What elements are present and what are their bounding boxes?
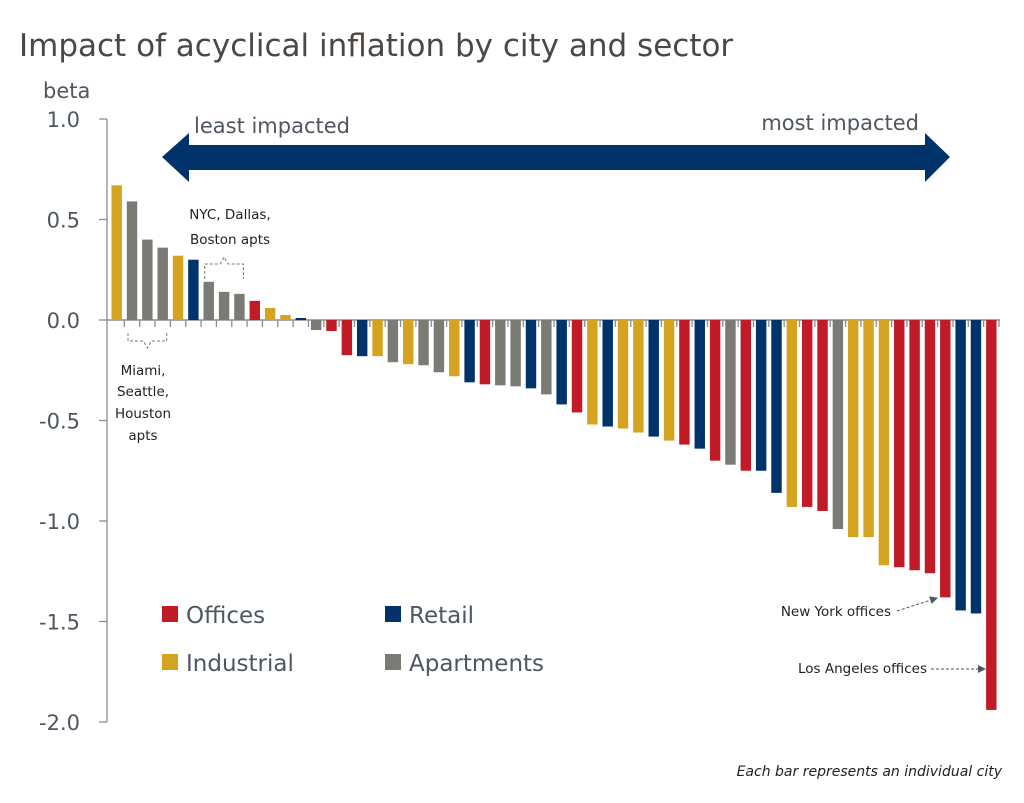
bar-industrial — [878, 320, 890, 566]
bar-retail — [188, 259, 199, 320]
bar-apartments — [495, 320, 506, 386]
bar-offices — [479, 320, 491, 385]
bar-apartments — [203, 281, 214, 320]
legend-label-offices: Offices — [186, 603, 265, 629]
bar-offices — [249, 300, 260, 320]
annotation-new-york-offices-label: New York offices — [781, 604, 891, 620]
bar-retail — [648, 320, 659, 437]
bar-retail — [771, 320, 782, 493]
bar-offices — [924, 320, 936, 574]
bar-industrial — [172, 255, 184, 320]
bar-offices — [801, 320, 813, 507]
bar-industrial — [449, 320, 460, 377]
bar-industrial — [280, 314, 291, 320]
double-headed-arrow-icon — [162, 133, 950, 182]
bar-offices — [326, 320, 337, 332]
bar-industrial — [848, 320, 859, 538]
annotation-miami-line2: Seattle, — [117, 384, 169, 400]
bar-offices — [740, 320, 752, 471]
legend-swatch-offices — [162, 606, 178, 622]
y-tick-label: 0.0 — [47, 309, 80, 333]
y-tick-label: -1.5 — [39, 611, 80, 635]
bar-retail — [356, 320, 368, 357]
bar-offices — [709, 320, 721, 461]
y-tick-label: -0.5 — [39, 410, 80, 434]
y-tick-label: -1.0 — [39, 510, 80, 534]
bar-offices — [894, 320, 905, 568]
bar-apartments — [541, 320, 552, 395]
bar-apartments — [234, 293, 245, 320]
bar-apartments — [725, 320, 736, 465]
bar-industrial — [403, 320, 414, 365]
y-tick-label: -2.0 — [39, 711, 80, 735]
annotation-new-york-offices: New York offices — [781, 596, 938, 620]
legend-label-apartments: Apartments — [409, 651, 544, 677]
bar-retail — [755, 320, 767, 471]
bar-retail — [295, 317, 307, 320]
annotation-miami-line3: Houston — [115, 406, 171, 422]
bar-retail — [602, 320, 613, 427]
bracket-connector — [127, 333, 168, 350]
bar-apartments — [218, 291, 230, 320]
dashed-arrow-icon — [896, 596, 938, 612]
bar-offices — [986, 320, 997, 710]
annotation-los-angeles-offices-label: Los Angeles offices — [798, 661, 927, 677]
bar-industrial — [111, 185, 122, 320]
legend-swatch-apartments — [385, 654, 401, 670]
bar-industrial — [264, 307, 276, 320]
bar-industrial — [863, 320, 874, 538]
bar-apartments — [510, 320, 521, 387]
bar-offices — [571, 320, 583, 413]
bar-industrial — [372, 320, 383, 357]
annotation-los-angeles-offices: Los Angeles offices — [798, 661, 986, 677]
footnote: Each bar represents an individual city — [737, 764, 1003, 780]
bar-apartments — [142, 239, 153, 320]
annotation-miami-seattle-houston: Miami, Seattle, Houston apts — [115, 333, 171, 444]
bar-offices — [817, 320, 828, 511]
bar-retail — [955, 320, 966, 611]
annotation-nyc-line2: Boston apts — [190, 232, 270, 248]
bar-industrial — [617, 320, 629, 429]
bar-retail — [464, 320, 475, 383]
y-tick-label: 0.5 — [47, 209, 80, 233]
bracket-connector — [204, 255, 244, 279]
bar-offices — [940, 320, 951, 598]
bar-industrial — [786, 320, 798, 507]
chart-title: Impact of acyclical inflation by city an… — [19, 28, 733, 64]
bar-industrial — [633, 320, 644, 433]
legend-swatch-retail — [385, 606, 401, 622]
annotation-nyc-line1: NYC, Dallas, — [189, 207, 270, 223]
bar-offices — [909, 320, 920, 571]
bar-apartments — [387, 320, 399, 363]
bar-retail — [556, 320, 567, 405]
legend: Offices Retail Industrial Apartments — [162, 603, 544, 677]
annotation-miami-line4: apts — [128, 428, 157, 444]
bars — [111, 185, 997, 710]
least-impacted-label: least impacted — [194, 114, 350, 138]
y-axis: 1.0 0.5 0.0 -0.5 -1.0 -1.5 -2.0 — [39, 108, 108, 735]
annotation-miami-line1: Miami, — [121, 363, 166, 379]
bar-offices — [341, 320, 353, 356]
bar-apartments — [418, 320, 429, 366]
bar-industrial — [663, 320, 675, 441]
bar-retail — [970, 320, 982, 614]
bar-offices — [679, 320, 690, 445]
annotation-nyc-dallas-boston: NYC, Dallas, Boston apts — [189, 207, 271, 279]
bar-apartments — [310, 320, 322, 331]
legend-swatch-industrial — [162, 654, 178, 670]
most-impacted-label: most impacted — [761, 111, 919, 135]
bar-apartments — [433, 320, 445, 373]
bar-apartments — [832, 320, 844, 530]
bar-retail — [525, 320, 537, 389]
y-axis-label: beta — [43, 79, 90, 103]
impact-direction-arrow: least impacted most impacted — [162, 111, 950, 182]
legend-label-retail: Retail — [409, 603, 474, 629]
legend-label-industrial: Industrial — [186, 651, 294, 677]
bar-apartments — [126, 201, 138, 320]
y-tick-label: 1.0 — [47, 108, 80, 132]
bar-retail — [694, 320, 705, 449]
bar-industrial — [587, 320, 598, 425]
bar-apartments — [157, 247, 168, 320]
